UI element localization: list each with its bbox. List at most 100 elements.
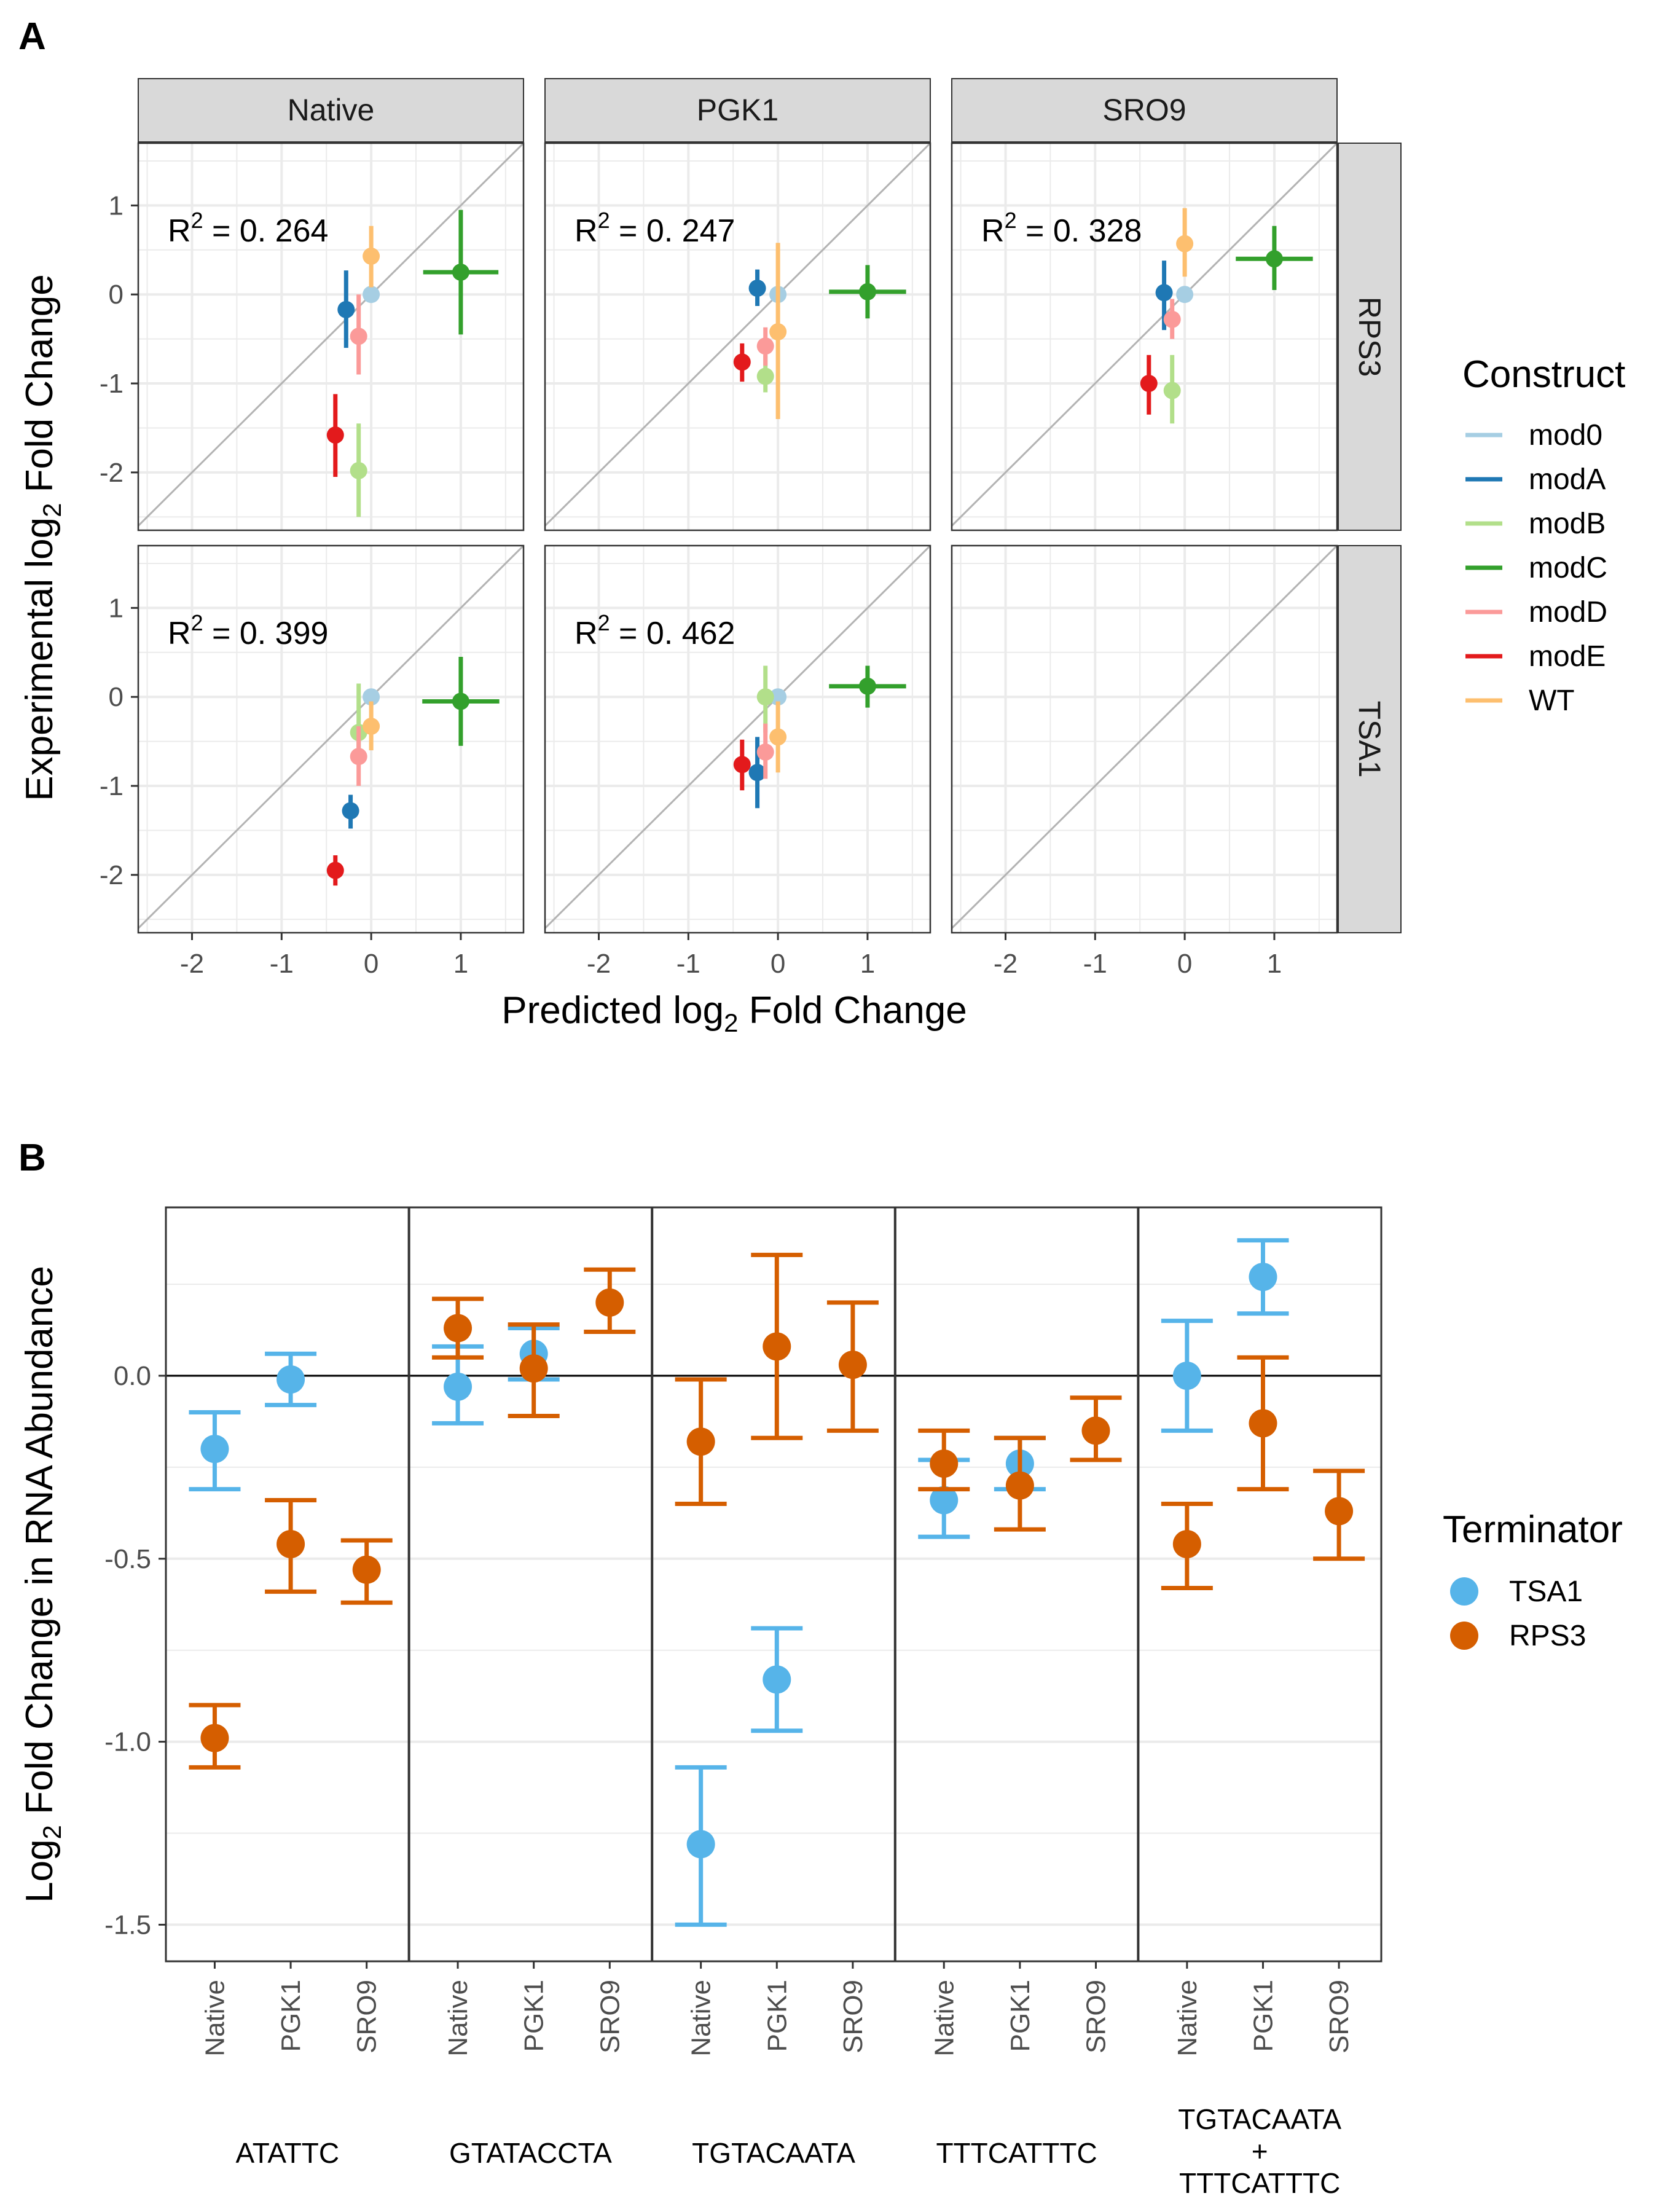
y-tick-label: -1.0 [104, 1727, 151, 1757]
legend-title: Construct [1462, 353, 1625, 396]
series-tsa1 [189, 1238, 1289, 1927]
point-marker [1249, 1409, 1277, 1438]
facet-strip-rps3 [1338, 143, 1402, 531]
y-tick-label: -1 [100, 771, 124, 801]
point-marker [444, 1314, 473, 1343]
x-sub-label: Native [1172, 1980, 1202, 2057]
panel-b-letter: B [18, 1137, 46, 1179]
r-squared-label: R2 = 0. 399 [168, 610, 328, 651]
data-point [675, 1377, 727, 1506]
data-point [1237, 1238, 1289, 1316]
legend-item-modc: modC [1465, 552, 1607, 584]
x-tick-label: 1 [860, 949, 875, 979]
x-tick-label: -1 [270, 949, 294, 979]
data-point-moda [342, 794, 359, 829]
panel-b-dot-plot: -1.5 -1.0 -0.5 0.0 Native PGK1 SRO9 ATATTC Nativ… [18, 1206, 1623, 2199]
data-point [508, 1322, 560, 1419]
legend-label: WT [1529, 684, 1575, 717]
panel-a-letter: A [18, 15, 46, 58]
x-sub-label: SRO9 [352, 1980, 382, 2053]
point-marker [769, 728, 787, 746]
facet-border [544, 544, 931, 934]
point-marker [519, 1354, 548, 1383]
y-tick-label: 0.0 [114, 1361, 151, 1391]
legend-item-modb: modB [1465, 508, 1606, 540]
data-point [826, 1300, 879, 1433]
legend-key [1450, 1622, 1478, 1650]
r-squared-value: = 0. 264 [203, 213, 329, 249]
point-marker [326, 861, 344, 879]
terminator-legend: Terminator TSA1 RPS3 [1443, 1508, 1623, 1652]
facet-strip-label: TSA1 [1352, 700, 1387, 777]
facet-strip-label: RPS3 [1352, 297, 1387, 377]
data-point [189, 1703, 241, 1770]
y-axis-title-text: Log [18, 1839, 61, 1902]
point-marker [1176, 235, 1194, 253]
r-squared-label: R2 = 0. 264 [168, 208, 328, 249]
legend-item-mod0: mod0 [1465, 419, 1602, 452]
r-squared-superscript: 2 [598, 610, 610, 635]
data-point-modb [1163, 355, 1181, 424]
point-marker [756, 337, 774, 355]
facet-border [137, 544, 525, 934]
legend-item-moda: modA [1465, 463, 1606, 496]
group-label: ATATTC [235, 2137, 339, 2169]
point-marker [444, 1372, 473, 1401]
point-marker [838, 1351, 867, 1379]
group-label: TTTCATTTC [1179, 2167, 1340, 2199]
facet-border [137, 142, 525, 531]
point-marker [200, 1724, 229, 1752]
point-marker [1163, 382, 1181, 399]
facet-strip-pgk1 [544, 78, 931, 143]
data-point [1161, 1501, 1213, 1590]
legend-label: modD [1529, 596, 1607, 629]
data-point-modd [756, 327, 774, 366]
point-marker [769, 688, 787, 706]
data-point-modc [423, 210, 499, 335]
point-marker [1176, 286, 1194, 304]
data-point-wt [769, 243, 787, 419]
point-marker [733, 756, 751, 774]
data-point-modd [350, 726, 367, 786]
data-point-modb [756, 665, 774, 733]
point-marker [686, 1427, 715, 1456]
point-marker [763, 1332, 791, 1361]
construct-legend: Construct mod0 modA modB modC modD modE WT [1462, 353, 1625, 717]
y-tick-label: 0 [109, 280, 124, 310]
point-marker [1140, 375, 1158, 393]
data-point [432, 1296, 484, 1360]
x-sub-label: SRO9 [838, 1980, 868, 2053]
r-squared-superscript: 2 [191, 610, 203, 635]
data-point [918, 1428, 970, 1492]
point-marker [756, 688, 774, 706]
x-tick-label: 1 [1267, 949, 1282, 979]
data-point-wt [1176, 208, 1194, 277]
data-point [265, 1498, 317, 1594]
r-squared-symbol: R [168, 616, 191, 651]
point-marker [1155, 284, 1173, 302]
point-marker [1172, 1361, 1201, 1390]
point-marker [858, 283, 876, 300]
facet-panel-rps3-pgk1: R2 = 0. 247 [544, 142, 931, 531]
point-marker [452, 264, 469, 281]
x-sub-label: Native [929, 1980, 959, 2057]
point-marker [350, 327, 367, 345]
r-squared-superscript: 2 [191, 208, 203, 233]
point-marker [858, 677, 876, 695]
legend-item-modd: modD [1465, 596, 1607, 629]
y-tick-label: -1 [100, 369, 124, 399]
r-squared-superscript: 2 [598, 208, 610, 233]
data-point [1161, 1319, 1213, 1433]
y-tick-label: -0.5 [104, 1544, 151, 1574]
facet-border [951, 544, 1338, 934]
x-sub-label: PGK1 [519, 1980, 549, 2052]
facet-panel-rps3-native: R2 = 0. 264 -2 -1 0 1 [100, 142, 525, 531]
point-marker [1081, 1416, 1110, 1445]
x-sub-label: SRO9 [595, 1980, 625, 2053]
x-tick-label: -2 [994, 949, 1018, 979]
y-tick-label: 1 [109, 593, 124, 623]
point-marker [1005, 1471, 1034, 1500]
legend-label: modC [1529, 552, 1607, 584]
x-tick-label: -1 [677, 949, 700, 979]
